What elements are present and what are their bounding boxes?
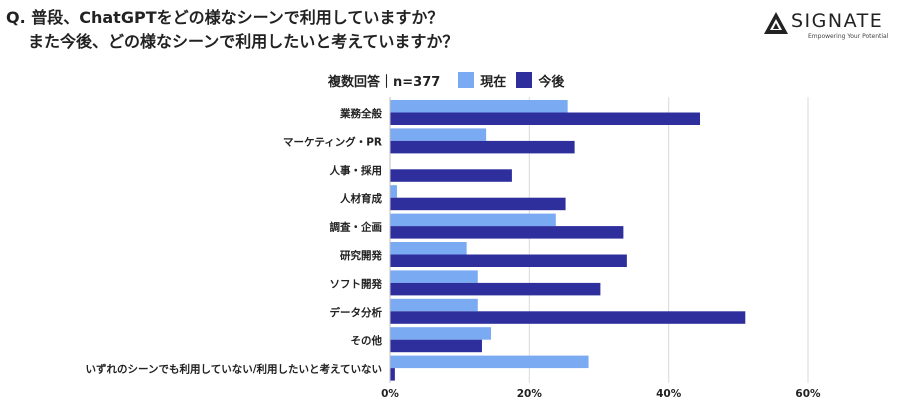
bar-future-1 bbox=[390, 140, 575, 154]
category-label-2: 人事・採用 bbox=[330, 164, 383, 177]
bar-future-3 bbox=[390, 197, 566, 211]
x-tick-label-0: 0% bbox=[381, 388, 399, 400]
chart-title: Q. 普段、ChatGPTをどの様なシーンで利用していますか？ また今後、どの様… bbox=[6, 6, 458, 54]
signate-logo-icon bbox=[764, 12, 788, 34]
category-label-3: 人材育成 bbox=[340, 192, 382, 205]
logo-tagline: Empowering Your Potential bbox=[808, 33, 889, 40]
title-line-2: また今後、どの様なシーンで利用したいと考えていますか？ bbox=[28, 32, 459, 51]
bar-future-4 bbox=[390, 226, 624, 239]
bar-future-7 bbox=[390, 311, 746, 324]
bar-current-3 bbox=[390, 185, 397, 198]
legend-label-current: 現在 bbox=[480, 74, 507, 90]
x-tick-label-1: 20% bbox=[517, 388, 543, 400]
bar-current-5 bbox=[390, 242, 467, 255]
category-label-6: ソフト開発 bbox=[330, 277, 383, 290]
bar-future-0 bbox=[390, 112, 701, 125]
bar-current-1 bbox=[390, 128, 487, 141]
bar-current-6 bbox=[390, 270, 478, 283]
bar-current-9 bbox=[390, 355, 589, 369]
logo-wordmark: SIGNATE bbox=[791, 10, 884, 32]
category-label-9: いずれのシーンでも利用していない/利用したいと考えていない bbox=[86, 363, 382, 376]
category-label-5: 研究開発 bbox=[340, 249, 382, 262]
category-label-1: マーケティング・PR bbox=[283, 135, 382, 148]
legend-label-future: 今後 bbox=[538, 74, 565, 90]
bar-future-9 bbox=[390, 368, 395, 381]
category-label-0: 業務全般 bbox=[339, 107, 382, 120]
x-tick-label-2: 40% bbox=[656, 388, 682, 400]
category-label-4: 調査・企画 bbox=[330, 221, 383, 234]
bar-current-4 bbox=[390, 213, 556, 227]
bar-current-7 bbox=[390, 298, 478, 312]
bar-future-8 bbox=[390, 339, 482, 353]
title-line-1: Q. 普段、ChatGPTをどの様なシーンで利用していますか？ bbox=[6, 8, 444, 27]
x-tick-label-3: 60% bbox=[795, 388, 821, 400]
bar-future-2 bbox=[390, 169, 512, 182]
bar-current-0 bbox=[390, 100, 568, 113]
bar-future-5 bbox=[390, 254, 627, 267]
bar-current-8 bbox=[390, 327, 492, 340]
legend: 複数回答｜n=377 現在 今後 bbox=[328, 70, 564, 90]
signate-logo: SIGNATE Empowering Your Potential bbox=[764, 10, 896, 44]
bar-future-6 bbox=[390, 282, 601, 296]
category-label-8: その他 bbox=[351, 334, 383, 347]
legend-swatch-current bbox=[458, 72, 475, 88]
legend-caption: 複数回答｜n=377 bbox=[328, 74, 441, 90]
category-label-7: データ分析 bbox=[330, 306, 383, 319]
legend-swatch-future bbox=[516, 72, 533, 88]
